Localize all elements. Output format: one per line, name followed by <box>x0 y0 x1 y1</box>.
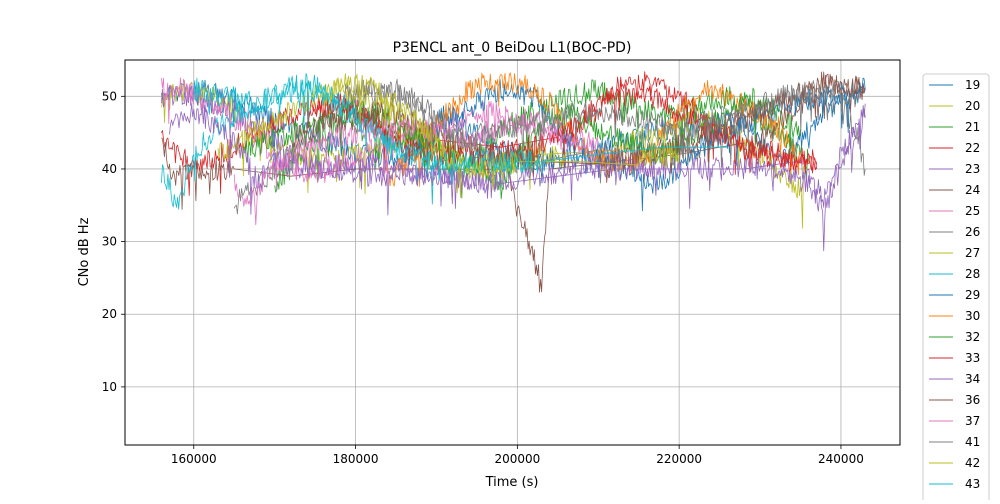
legend-label-20: 20 <box>965 99 980 113</box>
y-axis-label: CNo dB Hz <box>77 217 92 286</box>
series-line-30 <box>387 72 801 187</box>
legend-box <box>922 73 990 504</box>
legend-label-29: 29 <box>965 288 980 302</box>
axis-ticks: 160000 180000 200000 220000 240000 10 20 30 40 50 <box>102 89 864 466</box>
gridlines <box>125 60 900 445</box>
series-line-37 <box>233 108 599 226</box>
legend-label-33: 33 <box>965 351 980 365</box>
y-tick-label: 50 <box>102 89 117 103</box>
legend-label-37: 37 <box>965 414 980 428</box>
legend-label-32: 32 <box>965 330 980 344</box>
legend-label-23: 23 <box>965 162 980 176</box>
x-axis-label: Time (s) <box>485 475 539 490</box>
legend-label-24: 24 <box>965 183 980 197</box>
y-tick-label: 40 <box>102 162 117 176</box>
y-tick-label: 30 <box>102 235 117 249</box>
legend-label-34: 34 <box>965 372 980 386</box>
y-tick-label: 10 <box>102 380 117 394</box>
legend-label-28: 28 <box>965 267 980 281</box>
legend-label-25: 25 <box>965 204 980 218</box>
legend-label-27: 27 <box>965 246 980 260</box>
x-tick-label: 180000 <box>333 452 379 466</box>
series-line-34 <box>169 103 866 252</box>
chart-title: P3ENCL ant_0 BeiDou L1(BOC-PD) <box>393 40 632 56</box>
x-tick-label: 240000 <box>818 452 864 466</box>
legend-label-43: 43 <box>965 477 980 491</box>
legend-label-36: 36 <box>965 393 980 407</box>
legend-label-42: 42 <box>965 456 980 470</box>
legend-label-21: 21 <box>965 120 980 134</box>
legend-label-26: 26 <box>965 225 980 239</box>
legend-label-30: 30 <box>965 309 980 323</box>
legend: 19 20 21 22 23 24 25 26 27 28 29 30 32 33 34 36 37 41 42 43 <box>922 73 990 504</box>
series-line-43 <box>193 73 728 185</box>
legend-label-22: 22 <box>965 141 980 155</box>
x-tick-label: 220000 <box>656 452 702 466</box>
plot-frame <box>124 59 901 446</box>
x-tick-label: 160000 <box>171 452 217 466</box>
series-line-29 <box>403 77 866 212</box>
legend-label-41: 41 <box>965 435 980 449</box>
legend-label-19: 19 <box>965 78 980 92</box>
series-layer <box>161 71 866 293</box>
x-tick-label: 200000 <box>494 452 540 466</box>
y-tick-label: 20 <box>102 307 117 321</box>
series-line-41 <box>339 77 858 163</box>
series-line-42 <box>322 73 680 198</box>
